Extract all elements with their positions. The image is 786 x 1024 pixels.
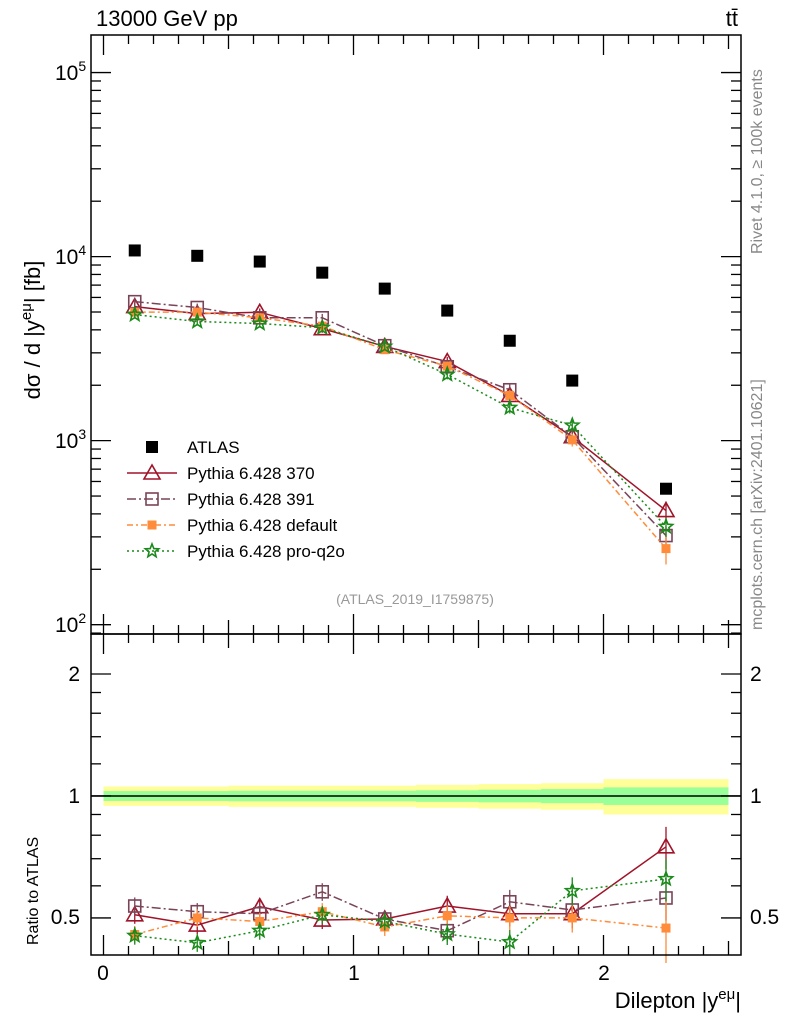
- main-atlas-point: [503, 334, 516, 347]
- ratio-pythia-6-428-391-point: [315, 885, 330, 899]
- main-pythia-6-428-pro-q2o-point: [250, 314, 269, 332]
- legend-label-atlas: ATLAS: [187, 438, 240, 457]
- ratio-series-pythia-6-428-370: [125, 826, 676, 935]
- ratio-pythia-6-428-default-point: [567, 913, 577, 923]
- legend-label-370: Pythia 6.428 370: [187, 464, 315, 483]
- main-pythia-6-428-default-point: [567, 435, 577, 445]
- legend-marker-pythia-6-428-391: [145, 492, 159, 506]
- ratio-pythia-6-428-pro-q2o-point: [657, 869, 675, 887]
- mcplots-label: mcplots.cern.ch [arXiv:2401.10621]: [749, 379, 766, 630]
- ratio-pythia-6-428-pro-q2o-point: [376, 912, 394, 929]
- y-tick-label-10000: 104: [55, 242, 86, 269]
- main-pythia-6-428-default-point: [661, 544, 671, 554]
- ratio-pythia-6-428-pro-q2o-point: [313, 905, 332, 923]
- ratio-pythia-6-428-pro-q2o-point: [250, 921, 269, 939]
- ratio-tick-label-2: 2: [68, 663, 80, 686]
- main-pythia-6-428-pro-q2o-point: [376, 337, 394, 354]
- ratio-pythia-6-428-default-point: [192, 913, 202, 923]
- ratio-pythia-6-428-pro-q2o-point: [188, 933, 206, 951]
- energy-label: 13000 GeV pp: [96, 6, 238, 31]
- legend-label-391: Pythia 6.428 391: [187, 490, 315, 509]
- main-pythia-6-428-pro-q2o-line: [134, 313, 667, 528]
- ratio-pythia-6-428-391-point: [127, 899, 142, 913]
- main-atlas-point: [253, 255, 266, 268]
- legend-marker-pythia-6-428-pro-q2o: [143, 541, 161, 559]
- legend-marker-pythia-6-428-default: [147, 520, 157, 530]
- ratio-y-tick-labels: 0.5 1 2 0.5 1 2: [51, 663, 779, 929]
- main-pythia-6-428-pro-q2o-point: [657, 517, 675, 535]
- main-pythia-6-428-default-point: [505, 390, 515, 400]
- main-pythia-6-428-pro-q2o-point: [313, 318, 331, 336]
- main-y-tick-labels: 102 103 104 105: [55, 58, 86, 637]
- ratio-tick-label-1: 1: [68, 785, 80, 808]
- ratio-series-pythia-6-428-pro-q2o: [125, 858, 675, 955]
- y-tick-label-100000: 105: [55, 58, 86, 85]
- ratio-pythia-6-428-default-point: [661, 923, 671, 933]
- analysis-label: (ATLAS_2019_I1759875): [336, 591, 494, 607]
- rivet-label: Rivet 4.1.0, ≥ 100k events: [749, 69, 766, 254]
- x-tick-label-2: 2: [598, 962, 610, 985]
- main-atlas-point: [378, 282, 391, 295]
- series-atlas: [128, 244, 672, 495]
- main-pythia-6-428-pro-q2o-point: [188, 312, 207, 330]
- legend-marker-atlas: [146, 441, 158, 453]
- main-atlas-point: [660, 482, 672, 495]
- y-tick-label-100: 102: [55, 610, 86, 637]
- x-tick-label-0: 0: [97, 962, 109, 985]
- ratio-plot-frame: [90, 633, 742, 956]
- data-series: [125, 244, 676, 963]
- ratio-tick-label-0.5: 0.5: [51, 906, 80, 929]
- main-pythia-6-428-pro-q2o-point: [438, 365, 457, 382]
- y-tick-label-1000: 103: [55, 426, 86, 453]
- main-pythia-6-428-pro-q2o-point: [563, 416, 582, 433]
- ratio-tick-label-1-right: 1: [750, 785, 762, 808]
- x-tick-labels: 0 1 2: [97, 962, 610, 985]
- ratio-pythia-6-428-default-point: [505, 913, 515, 923]
- ratio-pythia-6-428-pro-q2o-point: [438, 924, 456, 942]
- axis-ticks: [91, 35, 741, 955]
- y-axis-label: dσ / d |yeμ| [fb]: [18, 261, 45, 400]
- series-pythia-6-428-pro-q2o: [125, 305, 675, 537]
- main-atlas-point: [441, 304, 454, 317]
- ratio-tick-label-2-right: 2: [750, 663, 762, 686]
- main-atlas-point: [128, 244, 141, 257]
- ratio-uncertainty-bands: [103, 779, 729, 815]
- x-axis-label: Dilepton |yeμ|: [615, 986, 741, 1013]
- process-label: tt̄: [726, 6, 738, 31]
- x-tick-label-1: 1: [348, 962, 360, 985]
- legend-label-default: Pythia 6.428 default: [187, 516, 338, 535]
- ratio-pythia-6-428-pro-q2o-point: [125, 926, 144, 944]
- main-atlas-point: [566, 374, 579, 387]
- ratio-pythia-6-428-370-line: [134, 846, 667, 926]
- main-pythia-6-428-370-point: [656, 500, 676, 518]
- main-atlas-point: [191, 249, 204, 262]
- ratio-pythia-6-428-370-point: [125, 905, 145, 922]
- ratio-pythia-6-428-default-point: [442, 911, 452, 921]
- legend-label-pro-q2o: Pythia 6.428 pro-q2o: [187, 542, 345, 561]
- main-pythia-6-428-pro-q2o-point: [500, 398, 519, 416]
- ratio-pythia-6-428-pro-q2o-line: [134, 878, 667, 944]
- ratio-y-axis-label: Ratio to ATLAS: [25, 837, 42, 945]
- main-atlas-point: [316, 266, 329, 279]
- series-pythia-6-428-370: [125, 296, 676, 521]
- ratio-pythia-6-428-default-point: [255, 916, 265, 926]
- main-pythia-6-428-pro-q2o-point: [125, 305, 144, 323]
- ratio-pythia-6-428-370-point: [187, 915, 207, 932]
- ratio-pythia-6-428-pro-q2o-point: [500, 932, 519, 950]
- ratio-pythia-6-428-pro-q2o-point: [563, 881, 582, 899]
- ratio-tick-label-0.5-right: 0.5: [750, 906, 779, 929]
- ratio-series-pythia-6-428-391: [127, 878, 673, 942]
- main-pythia-6-428-default-line: [134, 311, 667, 550]
- main-pythia-6-428-default-point: [192, 307, 202, 317]
- ratio-pythia-6-428-370-point: [656, 837, 676, 854]
- legend-marker-pythia-6-428-370: [142, 463, 162, 480]
- legend: ATLAS Pythia 6.428 370 Pythia 6.428 391 …: [127, 438, 345, 561]
